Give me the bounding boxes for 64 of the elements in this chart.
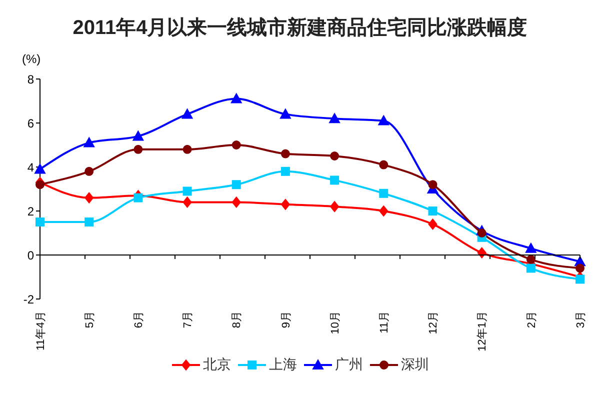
legend-label: 上海	[269, 356, 297, 374]
point	[329, 113, 340, 124]
point	[280, 166, 290, 176]
point	[477, 228, 486, 238]
y-tick-label: 0	[27, 248, 34, 262]
point	[132, 130, 144, 141]
point	[134, 193, 143, 202]
point	[576, 274, 584, 284]
point	[280, 198, 290, 210]
point	[232, 180, 241, 190]
y-tick-label: 4	[27, 160, 34, 174]
point	[232, 196, 241, 208]
x-tick-label: 11年4月	[34, 311, 47, 351]
point	[330, 152, 340, 160]
point	[182, 144, 192, 154]
x-tick-label: 2月	[526, 311, 538, 328]
point	[428, 218, 438, 230]
point	[379, 206, 388, 216]
x-tick-label: 8月	[231, 311, 244, 328]
point	[36, 180, 44, 190]
x-tick-label: 12月	[428, 311, 440, 334]
y-axis-title: (%)	[22, 52, 41, 66]
point	[84, 192, 94, 204]
point	[230, 93, 242, 104]
point	[84, 166, 94, 176]
point	[134, 144, 143, 154]
x-tick-label: 6月	[133, 311, 146, 328]
point	[84, 137, 95, 148]
point	[525, 242, 536, 253]
x-tick-label: 10月	[329, 311, 342, 334]
y-tick-label: 8	[27, 72, 34, 86]
y-tick-label: 6	[27, 116, 34, 130]
point	[182, 196, 192, 208]
x-tick-label: 12年1月	[476, 311, 489, 352]
y-tick-label: 2	[27, 204, 34, 218]
x-tick-label: 9月	[280, 311, 292, 328]
point	[378, 115, 390, 126]
point	[280, 149, 290, 158]
x-tick-label: 11月	[378, 311, 390, 334]
legend-label: 广州	[335, 356, 363, 374]
legend-label: 北京	[203, 356, 231, 374]
point	[379, 188, 388, 198]
point	[280, 108, 291, 119]
point	[232, 140, 241, 150]
point	[34, 164, 46, 174]
point	[182, 108, 193, 119]
point	[36, 218, 44, 226]
point	[526, 254, 536, 264]
x-tick-label: 3月	[574, 311, 587, 328]
x-tick-label: 7月	[182, 311, 194, 328]
legend-label: 深圳	[401, 356, 429, 374]
point	[379, 160, 388, 170]
point	[526, 264, 536, 273]
point	[330, 176, 340, 185]
point	[576, 264, 584, 273]
point	[477, 247, 486, 258]
point	[428, 180, 438, 190]
point	[428, 206, 438, 216]
point	[182, 186, 192, 196]
point	[330, 201, 340, 212]
y-tick-label: -2	[23, 292, 34, 306]
point	[84, 218, 94, 226]
x-tick-label: 5月	[84, 311, 96, 328]
chart-title: 2011年4月以来一线城市新建商品住宅同比涨跌幅度	[72, 16, 528, 41]
